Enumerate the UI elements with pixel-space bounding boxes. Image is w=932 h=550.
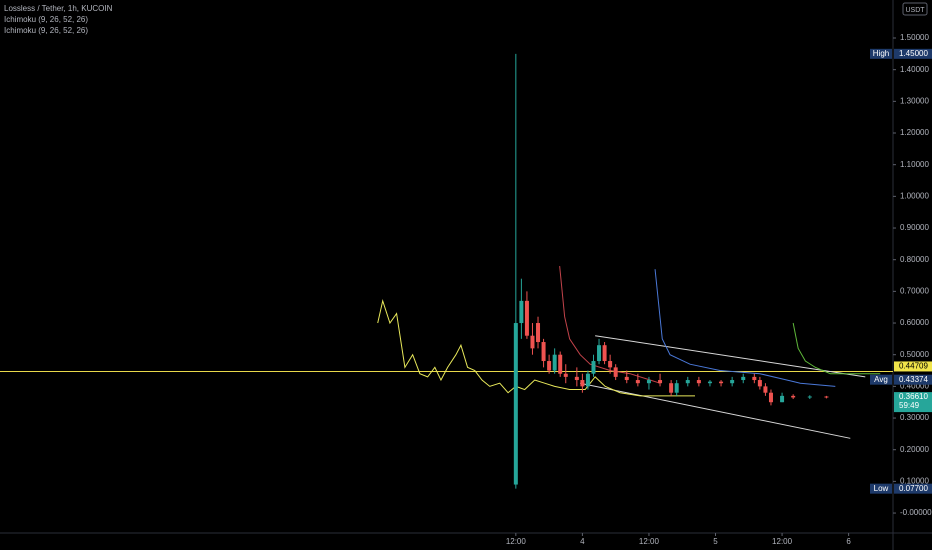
candle-body — [624, 376, 629, 381]
candle-body — [707, 381, 712, 384]
price-label-value: 1.45000 — [899, 49, 928, 58]
y-tick-label: -0.00000 — [900, 508, 932, 517]
price-label-value: 0.36610 — [899, 392, 928, 401]
trend-line — [580, 382, 851, 439]
x-tick-label: 4 — [580, 537, 585, 546]
price-label-value: 0.44709 — [899, 362, 928, 371]
candle-body — [536, 323, 541, 343]
y-tick-label: 1.50000 — [900, 33, 929, 42]
y-tick-label: 0.80000 — [900, 255, 929, 264]
candle-body — [757, 380, 762, 387]
y-tick-label: 1.20000 — [900, 128, 929, 137]
candle-body — [541, 342, 546, 362]
price-label-box — [894, 392, 932, 413]
symbol-title: Lossless / Tether, 1h, KUCOIN — [4, 4, 113, 13]
candle-body — [685, 380, 690, 384]
candle-body — [552, 354, 557, 371]
y-tick-label: 1.00000 — [900, 191, 929, 200]
price-label-box — [894, 374, 932, 385]
y-tick-label: 1.40000 — [900, 65, 929, 74]
candle-body — [741, 376, 746, 381]
candle-body — [585, 373, 590, 387]
y-tick-label: 0.50000 — [900, 350, 929, 359]
candle-body — [646, 380, 651, 384]
candle-body — [613, 367, 618, 377]
price-label-value: 0.43374 — [899, 375, 928, 384]
price-label-value: 0.07700 — [899, 484, 928, 493]
price-label-tag — [870, 48, 892, 59]
y-tick-label: 0.40000 — [900, 381, 929, 390]
candle-body — [719, 381, 724, 384]
candle-body — [597, 345, 602, 362]
x-tick-label: 12:00 — [506, 537, 527, 546]
price-label-box — [894, 483, 932, 494]
price-label-box — [894, 48, 932, 59]
indicator-line — [559, 265, 661, 384]
currency-label[interactable]: USDT — [905, 7, 925, 14]
price-countdown: 59:49 — [899, 401, 920, 410]
indicator-line — [792, 322, 881, 375]
x-tick-label: 12:00 — [639, 537, 660, 546]
candle-body — [563, 373, 568, 377]
candle-body — [730, 380, 735, 384]
y-tick-label: 0.70000 — [900, 286, 929, 295]
candle-body — [768, 392, 773, 403]
price-label-tag — [870, 483, 892, 494]
candle-body — [608, 361, 613, 368]
candle-body — [574, 376, 579, 381]
candle-body — [513, 323, 518, 485]
price-label-name: Low — [874, 484, 889, 493]
candle-body — [807, 396, 812, 398]
candle-body — [674, 383, 679, 393]
y-tick-label: 0.30000 — [900, 413, 929, 422]
y-tick-label: 0.60000 — [900, 318, 929, 327]
candle-body — [530, 335, 535, 349]
indicator-line — [654, 269, 836, 387]
candle-body — [591, 361, 596, 374]
candle-body — [669, 383, 674, 393]
candle-body — [763, 386, 768, 393]
y-tick-label: 0.20000 — [900, 445, 929, 454]
candle-body — [602, 345, 607, 362]
candle-body — [558, 354, 563, 374]
candle-body — [824, 396, 829, 398]
candle-body — [547, 361, 552, 371]
candle-body — [752, 376, 757, 381]
y-tick-label: 1.30000 — [900, 96, 929, 105]
price-label-box — [894, 361, 932, 372]
candle-body — [524, 300, 529, 336]
candle-body — [696, 380, 701, 384]
candle-body — [791, 395, 796, 398]
y-tick-label: 0.90000 — [900, 223, 929, 232]
candle-body — [658, 380, 663, 384]
trend-line — [595, 335, 866, 378]
candle-body — [580, 380, 585, 387]
y-tick-label: 0.10000 — [900, 476, 929, 485]
price-label-name: High — [873, 49, 889, 58]
candle-body — [780, 395, 785, 403]
candle-body — [519, 300, 524, 324]
price-label-tag — [870, 374, 892, 385]
currency-badge[interactable] — [902, 2, 928, 16]
y-tick-label: 1.10000 — [900, 160, 929, 169]
candle-body — [635, 380, 640, 384]
indicator-label: Ichimoku (9, 26, 52, 26) — [4, 15, 88, 24]
indicator-label: Ichimoku (9, 26, 52, 26) — [4, 26, 88, 35]
x-tick-label: 6 — [846, 537, 851, 546]
price-label-name: Avg — [874, 375, 888, 384]
indicator-line — [377, 298, 695, 397]
x-tick-label: 5 — [713, 537, 718, 546]
x-tick-label: 12:00 — [772, 537, 793, 546]
